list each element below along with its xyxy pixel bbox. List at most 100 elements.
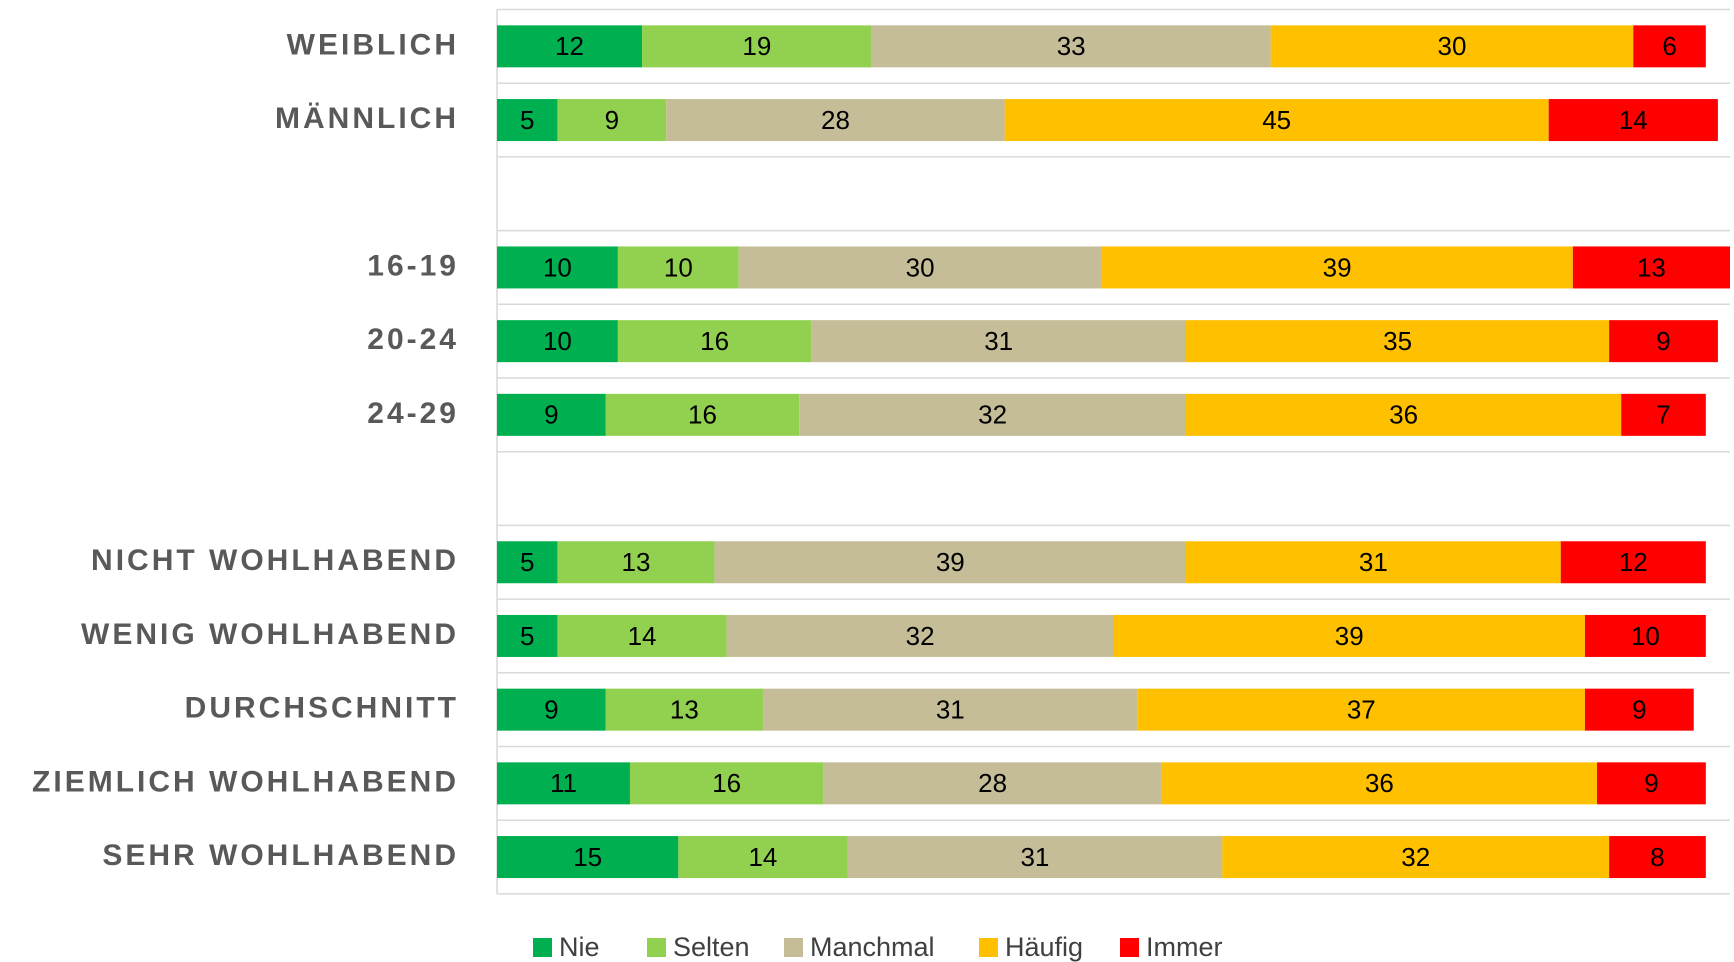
data-label: 15 [573,842,602,872]
data-label: 7 [1656,400,1670,430]
legend-label: Manchmal [810,932,935,962]
data-label: 28 [978,768,1007,798]
data-label: 11 [550,768,577,798]
legend-label: Nie [559,932,600,962]
data-label: 5 [520,105,534,135]
bar-segment [738,246,1102,289]
bar-segment [497,25,643,68]
data-label: 12 [555,31,584,61]
data-label: 36 [1365,768,1394,798]
category-label: NICHT WOHLHABEND [91,544,459,577]
bar-segment [726,614,1114,657]
data-label: 39 [1323,252,1352,282]
bar-segment [871,25,1271,68]
bar-segment [666,99,1005,142]
data-label: 9 [1632,695,1646,725]
bar-segment [629,762,824,805]
bar-segment [1621,393,1706,436]
bar-segment [1609,836,1706,879]
legend-label: Häufig [1005,932,1083,962]
data-label: 31 [984,326,1013,356]
data-label: 9 [544,695,558,725]
bar-segment [497,320,618,363]
data-label: 16 [712,768,741,798]
data-label: 5 [520,547,534,577]
data-label: 28 [821,105,850,135]
data-label: 16 [700,326,729,356]
bar-segment [642,25,872,68]
data-label: 45 [1262,105,1291,135]
bar-segment [823,762,1162,805]
data-label: 39 [936,547,965,577]
data-label: 32 [978,400,1007,430]
category-label: DURCHSCHNITT [185,692,459,725]
data-label: 30 [1438,31,1467,61]
legend-swatch [979,938,998,957]
legend-swatch [647,938,666,957]
category-label: 20-24 [367,323,459,356]
bar-segment [1548,99,1718,142]
bar-segment [557,99,667,142]
category-label: SEHR WOHLHABEND [102,839,459,872]
data-label: 39 [1335,621,1364,651]
legend-label: Selten [673,932,750,962]
data-label: 5 [520,621,534,651]
data-label: 12 [1619,547,1648,577]
bar-segment [762,688,1138,731]
data-label: 9 [544,400,558,430]
data-label: 13 [670,695,699,725]
data-label: 9 [1656,326,1670,356]
bar-segment [678,836,848,879]
bar-segment [1584,688,1694,731]
bar-segment [847,836,1223,879]
bar-segment [1560,541,1706,584]
data-label: 31 [936,695,965,725]
category-label: ZIEMLICH WOHLHABEND [32,765,459,798]
category-label: 24-29 [367,397,459,430]
category-label: MÄNNLICH [275,102,459,135]
bar-segment [1161,762,1598,805]
legend-swatch [784,938,803,957]
data-label: 10 [543,252,572,282]
bar-segment [1186,320,1610,363]
bar-segment [497,246,618,289]
bar-segment [497,762,630,805]
legend-swatch [1120,938,1139,957]
category-label: WENIG WOHLHABEND [81,618,459,651]
bar-segment [1270,25,1634,68]
bar-segment [1609,320,1718,363]
bar-segment [1186,541,1561,584]
data-label: 36 [1389,400,1418,430]
category-label: 16-19 [367,249,459,282]
bar-segment [1004,99,1549,142]
bar-segment [605,393,800,436]
data-label: 13 [622,547,651,577]
bar-segment [1113,614,1585,657]
data-label: 37 [1347,695,1376,725]
data-label: 33 [1057,31,1086,61]
data-label: 31 [1020,842,1049,872]
bar-segment [605,688,763,731]
data-label: 14 [628,621,657,651]
data-label: 10 [1631,621,1660,651]
bar-segment [1572,246,1730,289]
bar-segment [799,393,1187,436]
data-label: 9 [605,105,619,135]
bar-segment [811,320,1187,363]
bar-segment [1584,614,1706,657]
bar-segment [1137,688,1585,731]
bar-segment [497,541,558,584]
data-label: 13 [1637,252,1666,282]
bar-segment [557,541,715,584]
data-label: 6 [1662,31,1676,61]
bar-segment [1597,762,1706,805]
bar-segment [1101,246,1573,289]
legend-label: Immer [1146,932,1223,962]
data-label: 31 [1359,547,1388,577]
data-label: 10 [543,326,572,356]
bar-segment [1222,836,1610,879]
data-label: 14 [1619,105,1648,135]
category-label: WEIBLICH [287,28,459,61]
data-label: 8 [1650,842,1664,872]
